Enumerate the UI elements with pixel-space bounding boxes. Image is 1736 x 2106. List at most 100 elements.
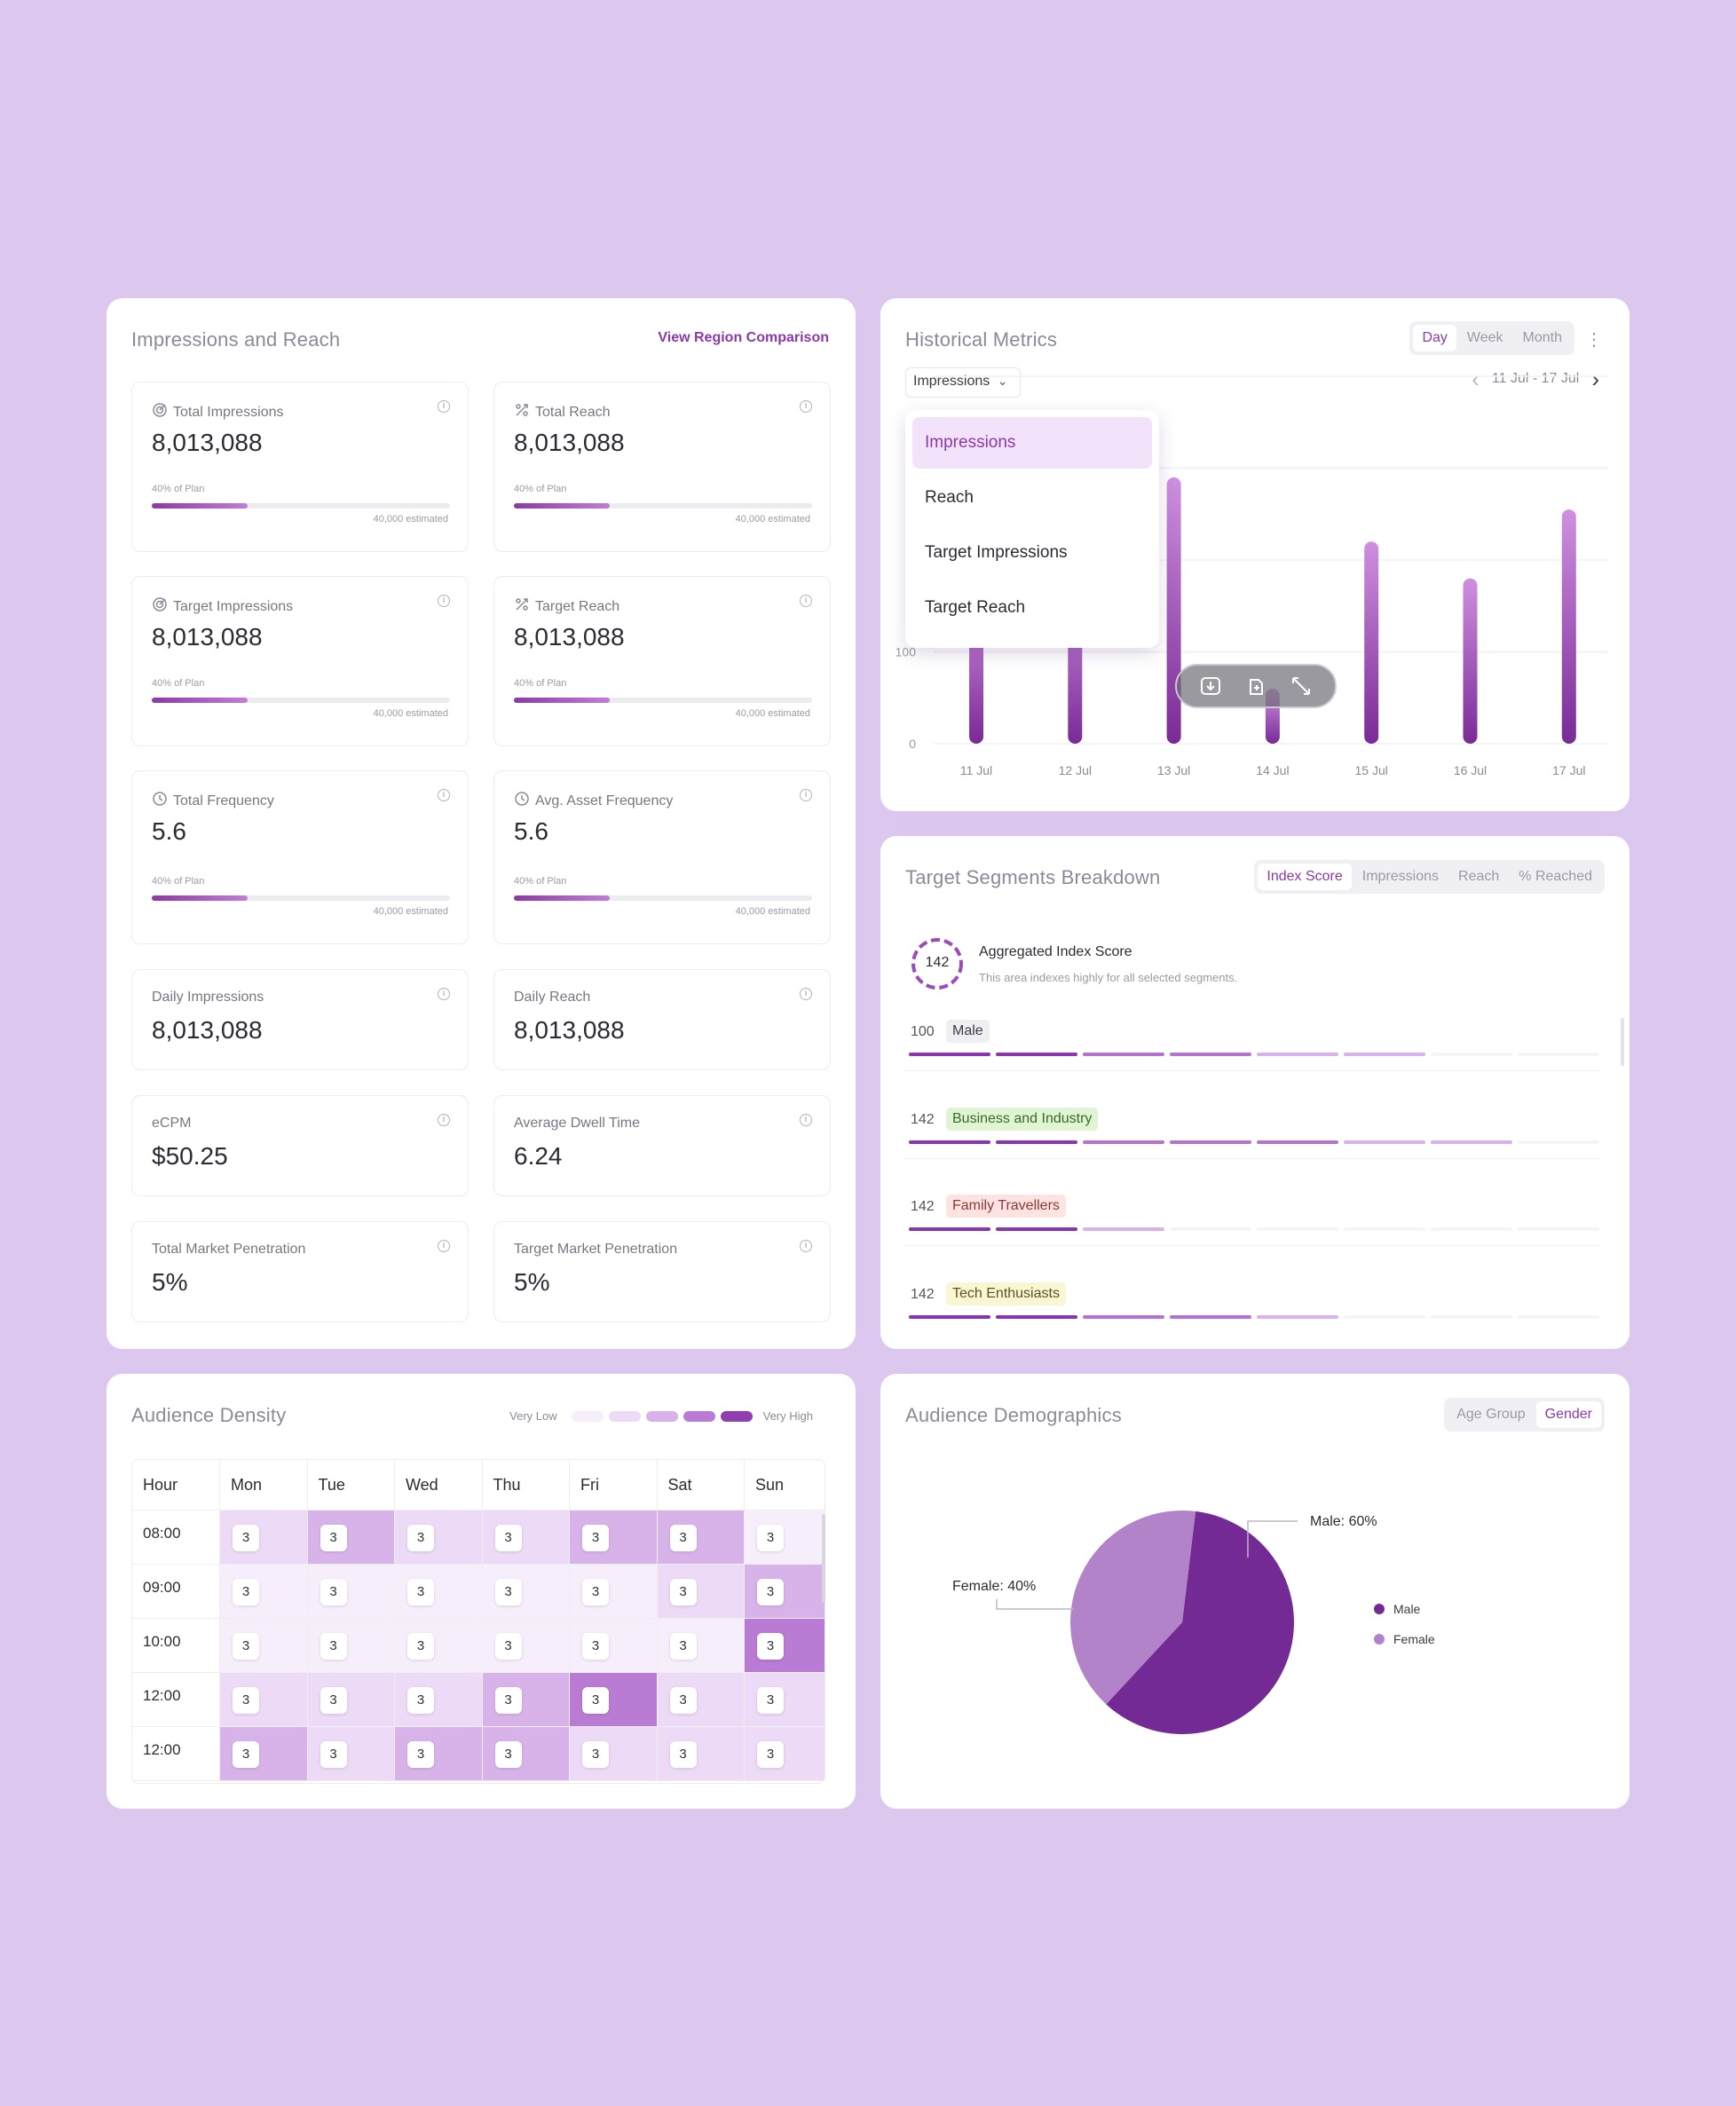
segment-row[interactable]: 142 Tech Enthusiasts	[905, 1282, 1599, 1340]
heat-cell[interactable]: 3	[570, 1619, 658, 1673]
heat-cell[interactable]: 3	[307, 1565, 395, 1619]
info-icon[interactable]: i	[800, 1114, 812, 1126]
heat-cell[interactable]: 3	[395, 1727, 483, 1781]
info-icon[interactable]: i	[438, 595, 450, 607]
heat-cell[interactable]: 3	[395, 1510, 483, 1565]
metric-value: 8,013,088	[152, 1016, 263, 1044]
heat-cell[interactable]: 3	[307, 1673, 395, 1727]
heat-cell[interactable]: 3	[657, 1673, 745, 1727]
metric-label: Total Frequency	[152, 791, 274, 811]
heat-cell[interactable]: 3	[482, 1673, 570, 1727]
table-scrollbar[interactable]	[822, 1514, 825, 1603]
heat-cell[interactable]: 3	[395, 1673, 483, 1727]
heat-cell[interactable]: 3	[220, 1727, 308, 1781]
heat-cell[interactable]: 3	[307, 1727, 395, 1781]
segment-score: 142	[911, 1199, 935, 1214]
index-bar-segment	[1083, 1314, 1164, 1319]
heat-cell[interactable]: 3	[570, 1510, 658, 1565]
heat-cell[interactable]: 3	[570, 1727, 658, 1781]
heat-cell[interactable]: 3	[482, 1619, 570, 1673]
heat-cell[interactable]: 3	[307, 1619, 395, 1673]
heat-cell[interactable]: 3	[395, 1565, 483, 1619]
download-icon[interactable]	[1197, 673, 1224, 699]
heat-cell[interactable]: 3	[657, 1565, 745, 1619]
heat-cell[interactable]: 3	[570, 1673, 658, 1727]
tab-reach[interactable]: Reach	[1458, 869, 1500, 884]
heat-cell[interactable]: 3	[220, 1619, 308, 1673]
metric-dropdown[interactable]: Impressions ⌄	[905, 367, 1021, 398]
info-icon[interactable]: i	[438, 1240, 450, 1252]
tab-percent-reached[interactable]: % Reached	[1519, 869, 1592, 884]
heat-cell[interactable]: 3	[745, 1727, 825, 1781]
legend-item-female[interactable]: Female	[1374, 1624, 1435, 1654]
info-icon[interactable]: i	[800, 400, 812, 413]
tab-day[interactable]: Day	[1413, 325, 1456, 351]
heat-cell[interactable]: 3	[745, 1510, 825, 1565]
info-icon[interactable]: i	[800, 1240, 812, 1252]
prev-arrow-icon[interactable]: ‹	[1472, 366, 1480, 392]
info-icon[interactable]: i	[800, 789, 812, 801]
view-region-comparison-link[interactable]: View Region Comparison	[658, 330, 829, 345]
estimated-value: 40,000 estimated	[735, 514, 810, 525]
tab-gender[interactable]: Gender	[1535, 1401, 1601, 1428]
metric-card: Daily Impressions i 8,013,088	[131, 969, 469, 1070]
y-tick-label: 100	[896, 645, 917, 659]
segment-row[interactable]: 100 Male	[905, 1020, 1599, 1077]
info-icon[interactable]: i	[438, 789, 450, 801]
hour-label: 10:00	[132, 1619, 220, 1673]
heat-cell[interactable]: 3	[570, 1565, 658, 1619]
menu-item-target-reach[interactable]: Target Reach	[925, 598, 1026, 617]
heat-cell[interactable]: 3	[657, 1510, 745, 1565]
tab-age-group[interactable]: Age Group	[1456, 1407, 1526, 1422]
legend-label-female: Female	[1393, 1632, 1435, 1646]
more-options-icon[interactable]: ⋮	[1585, 330, 1603, 350]
heat-cell[interactable]: 3	[220, 1565, 308, 1619]
progress-track	[152, 895, 450, 901]
info-icon[interactable]: i	[800, 988, 812, 1000]
estimated-value: 40,000 estimated	[373, 708, 448, 719]
info-icon[interactable]: i	[438, 988, 450, 1000]
menu-item-impressions[interactable]: Impressions	[912, 417, 1152, 469]
menu-item-target-impressions[interactable]: Target Impressions	[925, 543, 1068, 562]
target-icon	[152, 402, 168, 422]
heat-cell[interactable]: 3	[657, 1727, 745, 1781]
expand-icon[interactable]	[1288, 673, 1314, 699]
info-icon[interactable]: i	[438, 400, 450, 413]
heat-cell[interactable]: 3	[220, 1673, 308, 1727]
heat-cell[interactable]: 3	[307, 1510, 395, 1565]
metric-value: 5.6	[152, 817, 186, 845]
index-bar-segment	[1518, 1227, 1599, 1231]
heat-cell[interactable]: 3	[220, 1510, 308, 1565]
heat-cell[interactable]: 3	[482, 1510, 570, 1565]
legend-swatch	[683, 1410, 715, 1422]
chevron-down-icon: ⌄	[997, 374, 1008, 388]
metric-label-text: Total Frequency	[173, 793, 274, 808]
heat-cell[interactable]: 3	[745, 1619, 825, 1673]
heat-cell[interactable]: 3	[745, 1673, 825, 1727]
tab-week[interactable]: Week	[1466, 330, 1503, 345]
heat-cell[interactable]: 3	[395, 1619, 483, 1673]
tab-index-score[interactable]: Index Score	[1258, 864, 1352, 890]
legend-item-male[interactable]: Male	[1374, 1594, 1435, 1624]
info-icon[interactable]: i	[438, 1114, 450, 1126]
segment-tabs: Index Score Impressions Reach % Reached	[1254, 860, 1605, 894]
aggregate-score-ring: 142	[911, 937, 964, 990]
segment-row[interactable]: 142 Business and Industry	[905, 1107, 1599, 1165]
heat-cell[interactable]: 3	[657, 1619, 745, 1673]
cell-value-badge: 3	[582, 1633, 609, 1660]
heat-cell[interactable]: 3	[482, 1727, 570, 1781]
target-segments-card: Target Segments Breakdown Index Score Im…	[880, 836, 1629, 1349]
menu-item-reach[interactable]: Reach	[925, 488, 974, 507]
heat-cell[interactable]: 3	[482, 1565, 570, 1619]
scrollbar[interactable]	[1621, 1018, 1624, 1066]
plan-percentage: 40% of Plan	[152, 484, 205, 494]
tab-impressions[interactable]: Impressions	[1361, 869, 1440, 884]
segment-row[interactable]: 142 Family Travellers	[905, 1195, 1599, 1252]
copy-icon[interactable]	[1243, 673, 1269, 699]
metric-card: Daily Reach i 8,013,088	[493, 969, 831, 1070]
heat-cell[interactable]: 3	[745, 1565, 825, 1619]
next-arrow-icon[interactable]: ›	[1591, 366, 1599, 392]
tab-month[interactable]: Month	[1522, 330, 1562, 345]
info-icon[interactable]: i	[800, 595, 812, 607]
plan-percentage: 40% of Plan	[152, 876, 205, 887]
